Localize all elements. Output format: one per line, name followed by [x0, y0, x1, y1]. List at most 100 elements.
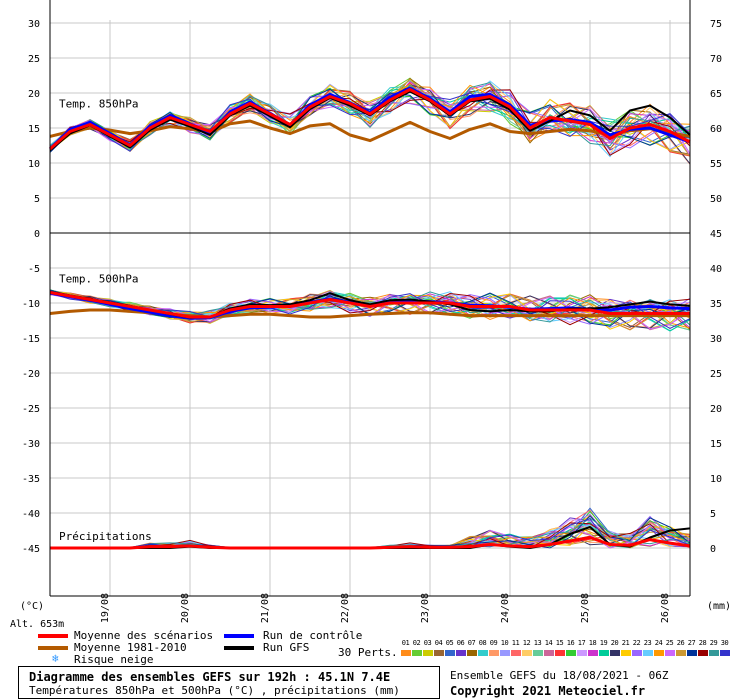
- perturbation-key: 22: [631, 639, 642, 656]
- perturbation-color: [510, 650, 521, 656]
- perturbation-color: [697, 650, 708, 656]
- perturbation-key: 03: [422, 639, 433, 656]
- perturbation-key: 29: [708, 639, 719, 656]
- perturbation-key: 15: [554, 639, 565, 656]
- perturbation-key: 07: [466, 639, 477, 656]
- perturbation-code: 07: [467, 639, 476, 647]
- perturbation-code: 18: [588, 639, 597, 647]
- perturbation-code: 30: [720, 639, 729, 647]
- perturbation-key: 13: [532, 639, 543, 656]
- perturbation-color: [543, 650, 554, 656]
- series-line-precip_mean: [50, 536, 691, 550]
- perturbation-key: 01: [400, 639, 411, 656]
- legend-mean-label: Moyenne des scénarios: [74, 629, 214, 642]
- panel-title: Temp. 850hPa: [59, 98, 138, 111]
- perturbation-color: [499, 650, 510, 656]
- left-tick-label: -30: [22, 439, 40, 450]
- perturbation-key: 24: [653, 639, 664, 656]
- left-tick-label: 20: [28, 89, 40, 100]
- legend-clim-label: Moyenne 1981-2010: [74, 641, 187, 654]
- legend-gfs-label: Run GFS: [263, 641, 310, 654]
- perturbation-color: [598, 650, 609, 656]
- perturbation-code: 06: [456, 639, 465, 647]
- title-box: Diagramme des ensembles GEFS sur 192h : …: [18, 666, 440, 699]
- perturbation-key: 27: [686, 639, 697, 656]
- x-tick-label: 20/08: [180, 593, 191, 623]
- perturbation-code: 02: [412, 639, 421, 647]
- left-tick-label: -40: [22, 509, 40, 520]
- x-tick-label: 25/08: [580, 593, 591, 623]
- x-tick-label: 22/08: [340, 593, 351, 623]
- legend-swatch-mean: [38, 634, 68, 638]
- chart-subtitle: Températures 850hPa et 500hPa (°C) , pré…: [29, 684, 400, 697]
- perturbation-color: [400, 650, 411, 656]
- perturbations-label: 30 Perts.: [338, 646, 398, 659]
- right-tick-label: 60: [710, 124, 722, 135]
- perturbation-line-850: [49, 91, 691, 157]
- left-tick-label: 30: [28, 19, 40, 30]
- perturbation-key: 05: [444, 639, 455, 656]
- perturbation-code: 04: [434, 639, 443, 647]
- perturbation-code: 09: [489, 639, 498, 647]
- x-tick-label: 21/08: [260, 593, 271, 623]
- perturbation-color: [521, 650, 532, 656]
- left-tick-label: -15: [22, 334, 40, 345]
- legend-swatch-clim: [38, 646, 68, 650]
- perturbation-code: 25: [665, 639, 674, 647]
- chart-grid: [50, 20, 690, 596]
- perturbation-code: 22: [632, 639, 641, 647]
- perturbation-color: [532, 650, 543, 656]
- right-tick-label: 25: [710, 369, 722, 380]
- perturbation-color: [653, 650, 664, 656]
- perturbation-key: 04: [433, 639, 444, 656]
- left-unit-label: (°C): [20, 601, 44, 612]
- right-unit-label: (mm): [707, 601, 731, 612]
- perturbation-code: 05: [445, 639, 454, 647]
- perturbation-key: 09: [488, 639, 499, 656]
- perturbation-key: 11: [510, 639, 521, 656]
- x-tick-label: 24/08: [500, 593, 511, 623]
- right-tick-label: 5: [710, 509, 716, 520]
- perturbation-key: 20: [609, 639, 620, 656]
- axis-labels: 302520151050-5-10-15-20-25-30-35-40-4575…: [10, 19, 731, 630]
- perturbation-code: 12: [522, 639, 531, 647]
- right-tick-label: 75: [710, 19, 722, 30]
- perturbation-color: [433, 650, 444, 656]
- perturbation-legend: 01 02 03 04 05 06 07 08 09 10 11 12 13 14 15 16 17 18 19 20…: [400, 639, 730, 659]
- perturbation-color: [466, 650, 477, 656]
- perturbation-color: [675, 650, 686, 656]
- left-tick-label: 25: [28, 54, 40, 65]
- perturbation-key: 28: [697, 639, 708, 656]
- perturbation-code: 19: [599, 639, 608, 647]
- perturbation-key: 18: [587, 639, 598, 656]
- left-tick-label: -5: [28, 264, 40, 275]
- perturbation-color: [477, 650, 488, 656]
- perturbation-key: 25: [664, 639, 675, 656]
- right-tick-label: 55: [710, 159, 722, 170]
- perturbation-line-500: [49, 292, 691, 331]
- perturbation-code: 14: [544, 639, 553, 647]
- right-tick-label: 40: [710, 264, 722, 275]
- perturbation-color: [686, 650, 697, 656]
- perturbation-color: [708, 650, 719, 656]
- right-tick-label: 65: [710, 89, 722, 100]
- perturbation-key: 19: [598, 639, 609, 656]
- perturbation-code: 29: [709, 639, 718, 647]
- perturbation-key: 06: [455, 639, 466, 656]
- left-tick-label: -35: [22, 474, 40, 485]
- right-tick-label: 10: [710, 474, 722, 485]
- perturbation-key: 23: [642, 639, 653, 656]
- perturbation-code: 03: [423, 639, 432, 647]
- x-tick-label: 23/08: [420, 593, 431, 623]
- right-tick-label: 45: [710, 229, 722, 240]
- legend-snow-label: Risque neige: [74, 653, 154, 666]
- perturbation-key: 10: [499, 639, 510, 656]
- perturbation-color: [664, 650, 675, 656]
- perturbation-color: [444, 650, 455, 656]
- left-tick-label: -45: [22, 544, 40, 555]
- series-line-t500_mean: [49, 291, 690, 319]
- left-tick-label: -20: [22, 369, 40, 380]
- perturbation-color: [631, 650, 642, 656]
- perturbation-key: 21: [620, 639, 631, 656]
- copyright: Copyright 2021 Meteociel.fr: [450, 684, 646, 698]
